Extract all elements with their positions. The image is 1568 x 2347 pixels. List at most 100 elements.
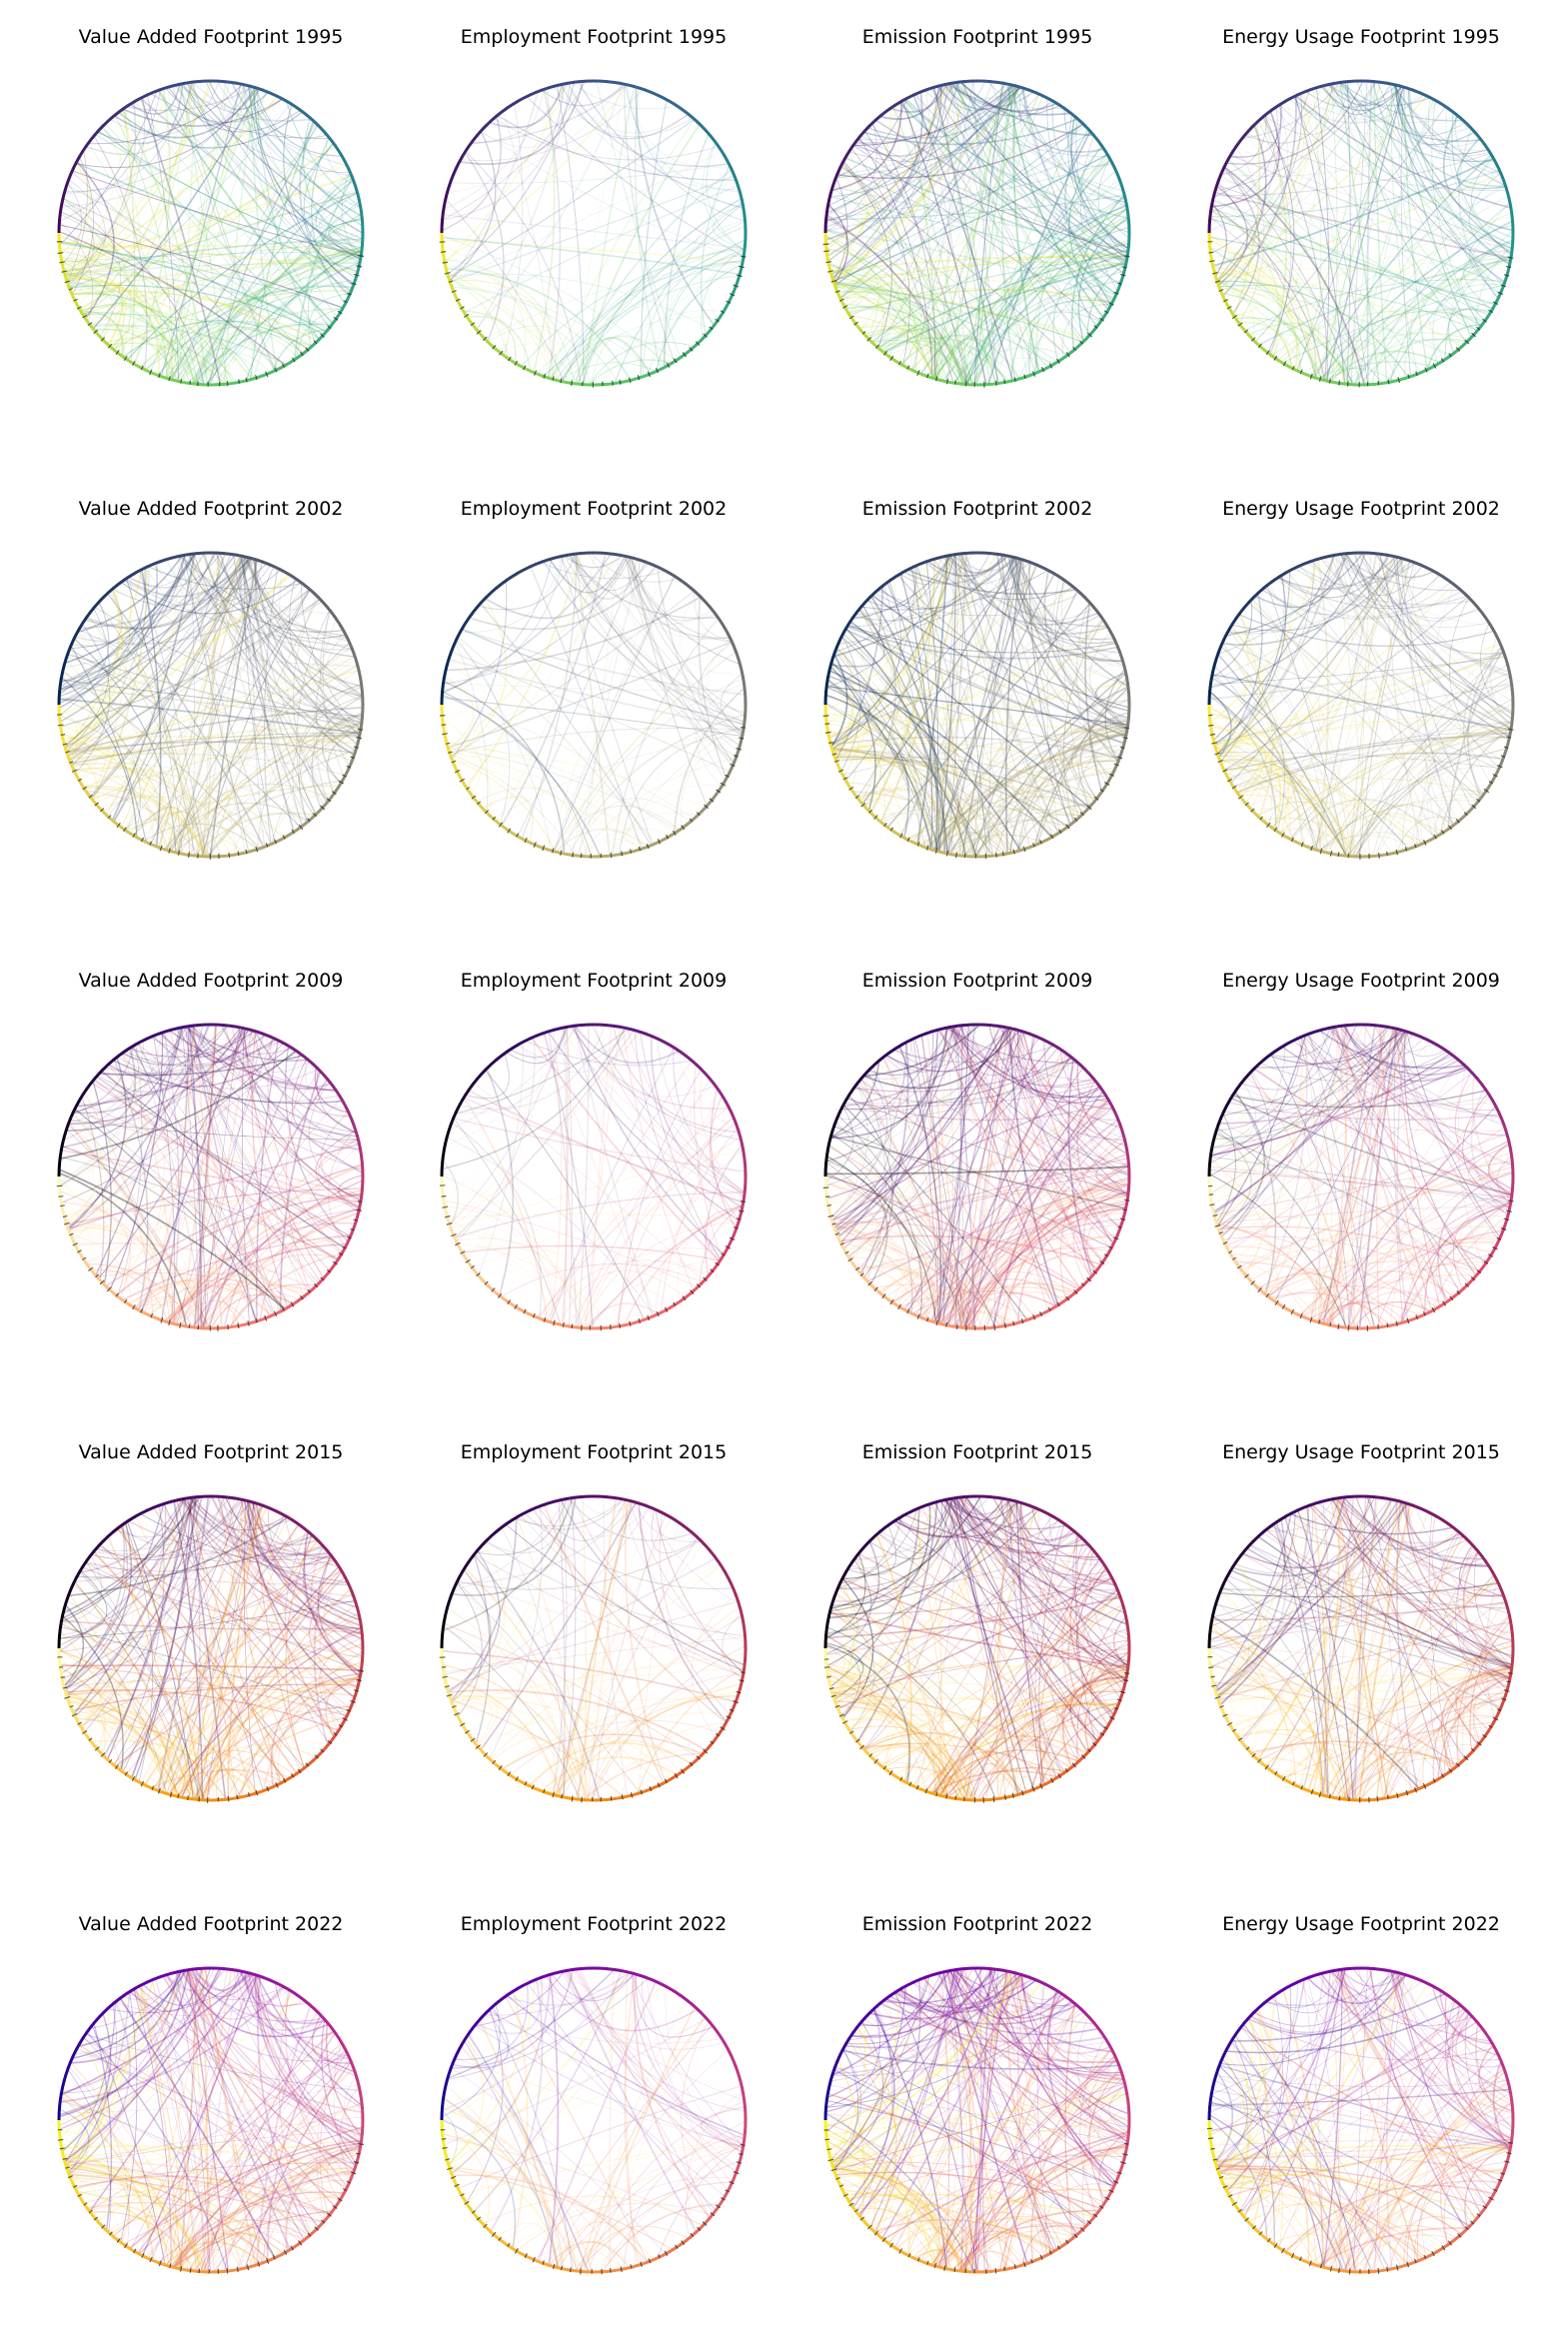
node-arc <box>1477 1079 1485 1090</box>
node-arc <box>362 220 363 234</box>
node-arc <box>1229 145 1236 157</box>
node-arc <box>826 1150 828 1164</box>
node-arc <box>744 1151 746 1165</box>
node-arc <box>1218 640 1223 653</box>
node-arc <box>852 135 860 146</box>
node-arc <box>362 1176 363 1190</box>
node-arc <box>737 653 741 666</box>
node-arc <box>275 1510 287 1516</box>
node-arc <box>73 1572 79 1584</box>
node-arc <box>211 856 225 857</box>
node-tick <box>825 732 831 733</box>
node-tick <box>611 1796 612 1801</box>
node-arc <box>343 157 349 169</box>
node-arc <box>870 116 880 125</box>
node-arc <box>79 145 86 157</box>
chord-diagram <box>399 1415 788 1875</box>
node-tick <box>1124 728 1129 729</box>
chord-diagram <box>1166 472 1556 932</box>
node-arc <box>1374 554 1388 556</box>
node-arc <box>825 691 826 705</box>
chord-panel: Emission Footprint 2009 <box>783 944 1172 1403</box>
node-tick <box>59 1667 63 1668</box>
node-arc <box>681 580 692 588</box>
node-arc <box>1253 340 1263 349</box>
chord-panel: Energy Usage Footprint 2015 <box>1166 1415 1556 1875</box>
node-tick <box>358 1201 362 1202</box>
node-tick <box>1339 380 1340 385</box>
node-arc <box>1115 1113 1120 1126</box>
chord-links <box>1209 553 1513 857</box>
node-tick <box>1379 853 1380 859</box>
node-arc <box>977 856 991 857</box>
node-arc <box>744 207 746 221</box>
node-arc <box>692 1061 702 1070</box>
node-arc <box>275 837 287 843</box>
node-arc <box>658 1510 670 1516</box>
chord-link <box>620 729 744 855</box>
node-tick <box>611 1324 612 1329</box>
node-arc <box>1374 383 1388 385</box>
node-arc <box>361 679 363 693</box>
node-arc <box>607 82 621 84</box>
node-tick <box>442 1667 446 1668</box>
node-arc <box>568 1026 582 1028</box>
node-arc <box>1448 108 1459 116</box>
node-arc <box>135 1039 147 1045</box>
node-arc <box>469 792 477 803</box>
node-arc <box>1041 1510 1053 1516</box>
node-arc <box>185 82 199 84</box>
node-tick <box>1002 852 1003 857</box>
chord-panel: Value Added Footprint 2002 <box>16 472 406 932</box>
node-arc <box>478 1069 487 1079</box>
node-tick <box>1407 1318 1409 1324</box>
chord-panel: Emission Footprint 2015 <box>783 1415 1172 1875</box>
node-arc <box>298 108 309 116</box>
node-arc <box>681 1764 692 1772</box>
node-arc <box>1053 573 1065 580</box>
node-arc <box>1109 1101 1115 1113</box>
chord-links <box>1209 81 1513 385</box>
node-arc <box>518 567 530 573</box>
node-arc <box>86 607 94 618</box>
node-tick <box>358 256 364 257</box>
node-arc <box>1127 679 1129 693</box>
chord-links <box>825 81 1129 385</box>
node-arc <box>224 82 238 84</box>
node-tick <box>582 1325 583 1331</box>
node-arc <box>442 691 443 705</box>
node-arc <box>496 108 507 116</box>
node-tick <box>572 380 573 385</box>
node-arc <box>444 1608 447 1621</box>
chord-link <box>629 557 713 625</box>
node-arc <box>444 1137 447 1150</box>
node-arc <box>444 665 447 678</box>
node-arc <box>890 101 902 108</box>
node-arc <box>442 1176 443 1190</box>
node-arc <box>1493 157 1499 169</box>
node-tick <box>180 1322 181 1328</box>
node-arc <box>1064 108 1075 116</box>
node-arc <box>726 1572 732 1584</box>
node-arc <box>925 1030 938 1034</box>
node-arc <box>462 617 469 629</box>
node-arc <box>607 1497 621 1499</box>
node-arc <box>607 855 621 857</box>
node-arc <box>726 1101 732 1113</box>
node-arc <box>185 1026 199 1028</box>
node-arc <box>198 1496 212 1497</box>
node-arc <box>361 1661 363 1675</box>
node-arc <box>1285 1039 1297 1045</box>
node-arc <box>456 297 462 309</box>
node-tick <box>996 853 997 858</box>
node-arc <box>86 1735 94 1746</box>
node-arc <box>1348 81 1362 82</box>
node-arc <box>737 1596 741 1609</box>
node-arc <box>861 597 870 607</box>
node-arc <box>447 1596 451 1609</box>
node-arc <box>1335 554 1349 556</box>
node-arc <box>913 1034 926 1039</box>
node-arc <box>60 1150 62 1164</box>
chord-link <box>1061 1050 1110 1102</box>
chord-panel: Employment Footprint 2002 <box>399 472 788 932</box>
